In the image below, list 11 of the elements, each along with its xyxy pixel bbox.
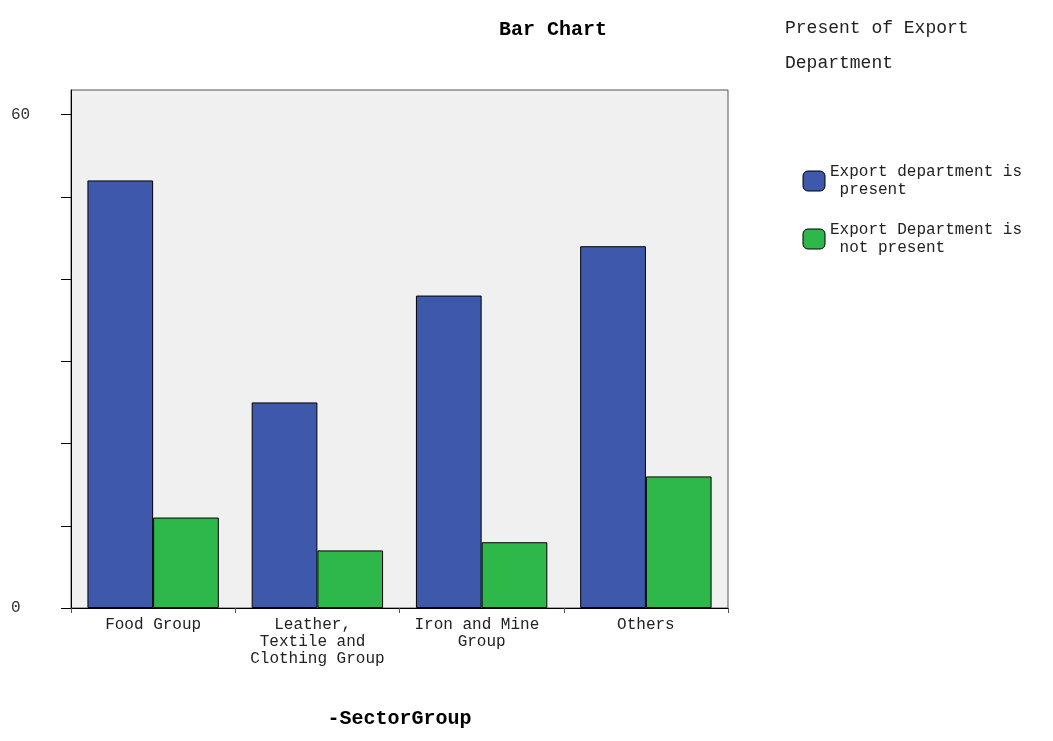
x-tick-label: Food Group [105, 615, 202, 634]
x-axis-title: -SectorGroup [327, 706, 472, 730]
x-tick-label: Leather, Textile and Clothing Group [250, 615, 385, 668]
x-tick-label: Others [617, 615, 675, 634]
y-tick-label: 60 [11, 105, 31, 124]
legend-label: Export Department is not present [830, 221, 1023, 257]
y-tick-label: 0 [11, 599, 21, 617]
legend-label: Export department is present [830, 163, 1023, 199]
legend-title: Present of Export Department [785, 17, 980, 73]
x-tick-label: Iron and Mine Group [414, 615, 549, 651]
chart-title: Bar Chart [498, 17, 608, 41]
